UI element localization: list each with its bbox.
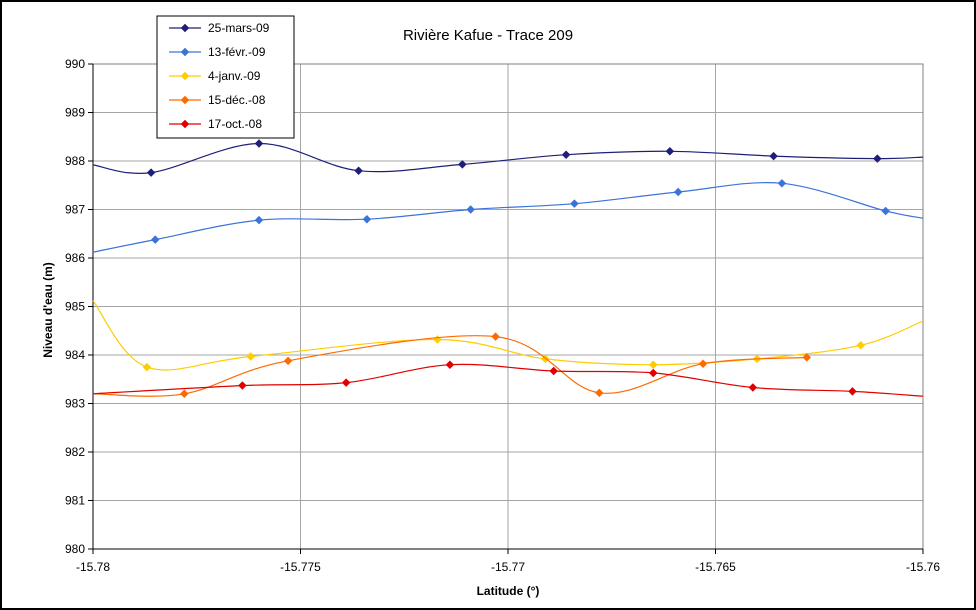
y-axis: 980 981 982 983 984 985 986 987 988 989 990 xyxy=(65,57,94,556)
data-point xyxy=(848,387,857,396)
legend-label: 15-déc.-08 xyxy=(208,93,266,107)
data-point xyxy=(856,341,865,350)
legend-item: 4-janv.-09 xyxy=(169,69,261,83)
x-tick-label: -15.775 xyxy=(280,560,321,574)
data-point xyxy=(748,383,758,392)
data-point xyxy=(549,366,558,376)
series-line xyxy=(92,363,924,397)
data-point xyxy=(649,368,658,378)
series-17-oct.-08 xyxy=(92,360,924,397)
series-line xyxy=(92,300,924,371)
data-point xyxy=(151,235,160,244)
x-tick-label: -15.76 xyxy=(906,560,940,574)
data-point xyxy=(254,139,264,148)
y-tick-label: 987 xyxy=(65,203,85,217)
y-tick-label: 990 xyxy=(65,57,85,71)
data-point xyxy=(466,205,475,214)
legend-item: 17-oct.-08 xyxy=(169,117,262,131)
y-tick-label: 984 xyxy=(65,348,85,362)
legend-marker xyxy=(180,47,190,57)
series-15-déc.-08 xyxy=(92,332,812,399)
x-tick-label: -15.765 xyxy=(695,560,736,574)
legend-marker xyxy=(180,119,190,129)
data-point xyxy=(180,389,189,399)
legend-label: 25-mars-09 xyxy=(208,21,270,35)
data-point xyxy=(445,360,455,369)
y-tick-label: 981 xyxy=(65,494,85,508)
legend-label: 13-févr.-09 xyxy=(208,45,266,59)
legend-box xyxy=(156,15,295,139)
data-point xyxy=(595,388,604,398)
data-point xyxy=(698,359,708,368)
data-point xyxy=(246,352,255,361)
x-axis: -15.78 -15.775 -15.77 -15.765 -15.76 xyxy=(76,548,940,574)
x-tick-label: -15.78 xyxy=(76,560,110,574)
y-axis-title: Niveau d'eau (m) xyxy=(41,262,55,358)
series-line xyxy=(92,182,924,253)
x-axis-title: Latitude (°) xyxy=(477,584,540,598)
legend-label: 17-oct.-08 xyxy=(208,117,262,131)
legend-item: 25-mars-09 xyxy=(169,21,270,35)
data-point xyxy=(362,214,372,224)
series-group xyxy=(92,139,924,399)
legend: 25-mars-09 13-févr.-09 4-janv.-09 15-déc.-0… xyxy=(156,15,295,139)
y-tick-label: 983 xyxy=(65,397,85,411)
data-point xyxy=(458,160,467,169)
data-point xyxy=(142,362,152,372)
chart-title: Rivière Kafue - Trace 209 xyxy=(403,27,573,44)
y-tick-label: 985 xyxy=(65,300,85,314)
y-tick-label: 980 xyxy=(65,542,85,556)
data-point xyxy=(146,168,156,177)
x-tick-label: -15.77 xyxy=(491,560,525,574)
series-13-févr.-09 xyxy=(92,179,924,253)
data-point xyxy=(341,378,351,387)
data-point xyxy=(802,353,812,362)
data-point xyxy=(283,356,293,366)
series-4-janv.-09 xyxy=(92,300,924,372)
legend-label: 4-janv.-09 xyxy=(208,69,261,83)
y-tick-label: 982 xyxy=(65,445,85,459)
legend-marker xyxy=(180,71,190,81)
legend-marker xyxy=(180,95,190,105)
y-tick-label: 988 xyxy=(65,154,85,168)
y-tick-label: 989 xyxy=(65,106,85,120)
data-point xyxy=(238,381,247,390)
data-point xyxy=(354,166,363,175)
legend-item: 13-févr.-09 xyxy=(169,45,266,59)
data-point xyxy=(649,360,658,369)
legend-item: 15-déc.-08 xyxy=(169,93,266,107)
data-point xyxy=(491,332,500,341)
series-line xyxy=(92,142,924,174)
y-tick-label: 986 xyxy=(65,251,85,265)
data-point xyxy=(254,215,264,225)
